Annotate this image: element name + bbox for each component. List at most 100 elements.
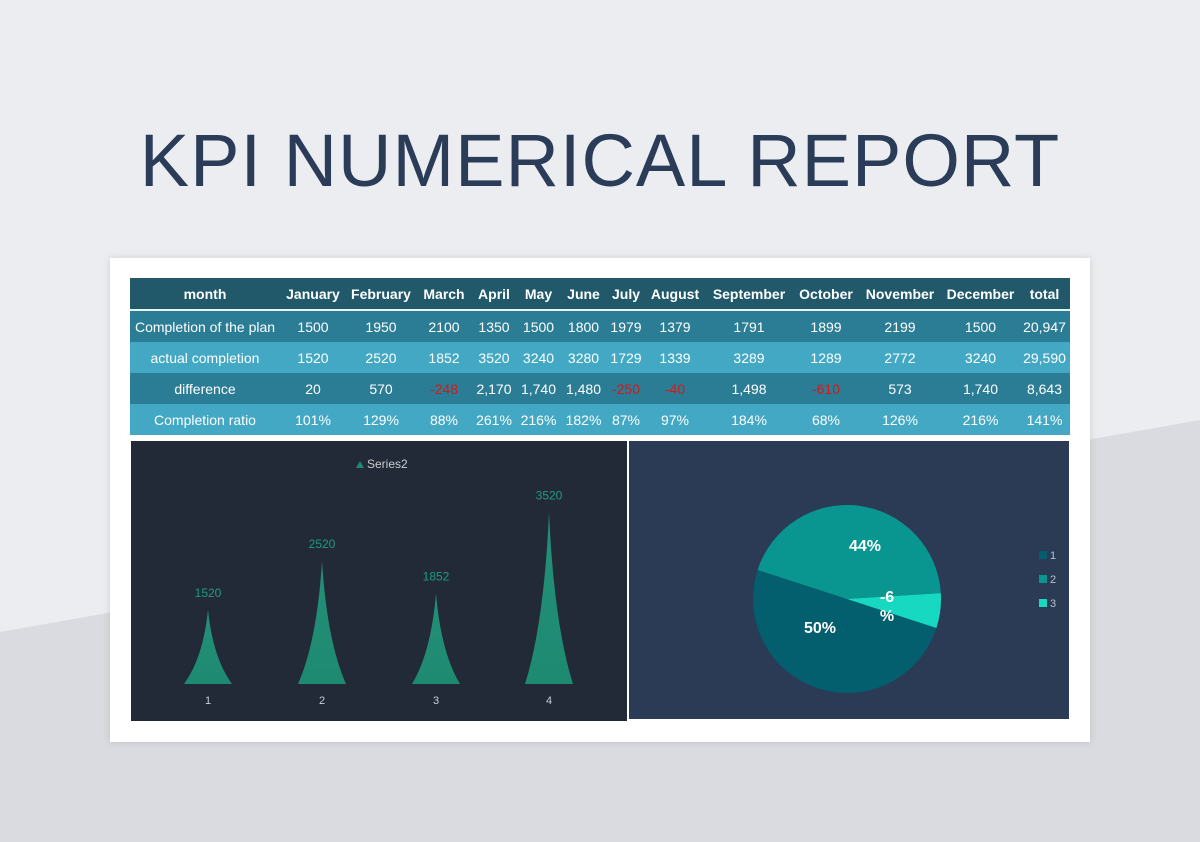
column-header: March — [416, 278, 472, 311]
table-cell: 1899 — [794, 310, 858, 342]
table-cell: 87% — [606, 404, 646, 435]
table-cell: 1500 — [516, 310, 561, 342]
table-row: Completion ratio 101% 129% 88% 261% 216% 182% 8… — [130, 404, 1070, 435]
column-header: month — [130, 278, 280, 311]
column-header: May — [516, 278, 561, 311]
row-label: difference — [130, 373, 280, 404]
pie-legend: 1 2 3 — [1039, 550, 1056, 610]
data-label: 3520 — [536, 488, 563, 502]
pie-slice — [757, 505, 941, 599]
table-cell: 182% — [561, 404, 606, 435]
table-cell: 3289 — [704, 342, 794, 373]
table-cell: 29,590 — [1019, 342, 1070, 373]
table-cell: 1,480 — [561, 373, 606, 404]
table-cell: 2100 — [416, 310, 472, 342]
table-cell: 3240 — [942, 342, 1019, 373]
data-label: 1852 — [423, 570, 450, 584]
table-cell: 126% — [858, 404, 942, 435]
column-header: December — [942, 278, 1019, 311]
bar-chart-panel: Series2 1520 1 2520 2 1852 3 3520 4 — [131, 441, 627, 721]
chart-legend: Series2 — [356, 457, 408, 471]
table-cell: 1339 — [646, 342, 704, 373]
table-cell: 1979 — [606, 310, 646, 342]
column-header: January — [280, 278, 346, 311]
table-cell: 3240 — [516, 342, 561, 373]
table-cell: 1350 — [472, 310, 516, 342]
legend-label: Series2 — [367, 457, 408, 471]
pie-chart-panel: 50% 44% -6% 1 2 3 — [629, 441, 1069, 719]
legend-label: 1 — [1050, 550, 1056, 562]
pie-chart: 50% 44% -6 % 1 2 3 — [753, 505, 1056, 693]
table-cell: 2520 — [346, 342, 416, 373]
table-cell: 1,740 — [942, 373, 1019, 404]
table-cell: 20 — [280, 373, 346, 404]
table-cell: 570 — [346, 373, 416, 404]
row-label: Completion of the plan — [130, 310, 280, 342]
table-cell: 3520 — [472, 342, 516, 373]
table-cell: -250 — [606, 373, 646, 404]
table-cell: 1520 — [280, 342, 346, 373]
x-tick-label: 1 — [205, 695, 211, 707]
table-cell: -248 — [416, 373, 472, 404]
table-cell: 3280 — [561, 342, 606, 373]
data-label: 1520 — [195, 586, 222, 600]
column-header: September — [704, 278, 794, 311]
pie-slice — [847, 593, 941, 629]
table-cell: 97% — [646, 404, 704, 435]
legend-marker — [356, 461, 364, 468]
bar-chart: Series2 1520 1 2520 2 1852 3 3520 4 — [184, 457, 573, 707]
table-cell: 1379 — [646, 310, 704, 342]
table-cell: 1729 — [606, 342, 646, 373]
table-cell: 216% — [942, 404, 1019, 435]
bar-mark — [298, 561, 346, 684]
table-cell: 2772 — [858, 342, 942, 373]
column-header: August — [646, 278, 704, 311]
table-row: actual completion 1520 2520 1852 3520 3240 328… — [130, 342, 1070, 373]
table-cell: 2199 — [858, 310, 942, 342]
data-label: 2520 — [309, 537, 336, 551]
table-cell: 1,740 — [516, 373, 561, 404]
table-cell: 1500 — [280, 310, 346, 342]
slice-label: 50% — [804, 620, 836, 637]
table-header-row: month January February March April May June Jul… — [130, 278, 1070, 311]
table-cell: 261% — [472, 404, 516, 435]
column-header: October — [794, 278, 858, 311]
table-cell: 101% — [280, 404, 346, 435]
slice-label: 44% — [849, 538, 881, 555]
table-cell: 20,947 — [1019, 310, 1070, 342]
table-cell: 129% — [346, 404, 416, 435]
table-cell: 216% — [516, 404, 561, 435]
slice-label: -6% — [880, 589, 894, 625]
legend-label: 2 — [1050, 574, 1056, 586]
table-cell: -610 — [794, 373, 858, 404]
row-label: actual completion — [130, 342, 280, 373]
table-cell: 8,643 — [1019, 373, 1070, 404]
bar-mark — [525, 512, 573, 684]
column-header: November — [858, 278, 942, 311]
bar-mark — [184, 609, 232, 684]
table-cell: 68% — [794, 404, 858, 435]
column-header: February — [346, 278, 416, 311]
column-header: total — [1019, 278, 1070, 311]
legend-swatch — [1039, 599, 1047, 607]
legend-swatch — [1039, 575, 1047, 583]
page-title: KPI NUMERICAL REPORT — [139, 119, 1061, 202]
table-row: difference 20 570 -248 2,170 1,740 1,480 -250 -4… — [130, 373, 1070, 404]
row-label: Completion ratio — [130, 404, 280, 435]
legend-label: 3 — [1050, 598, 1056, 610]
table-cell: 184% — [704, 404, 794, 435]
table-row: Completion of the plan 1500 1950 2100 1350 15… — [130, 310, 1070, 342]
table-cell: 1791 — [704, 310, 794, 342]
table-cell: 1950 — [346, 310, 416, 342]
column-header: June — [561, 278, 606, 311]
column-header: April — [472, 278, 516, 311]
table-cell: 1289 — [794, 342, 858, 373]
x-tick-label: 2 — [319, 695, 325, 707]
table-cell: 2,170 — [472, 373, 516, 404]
table-cell: 1800 — [561, 310, 606, 342]
table-cell: -40 — [646, 373, 704, 404]
bar-mark — [412, 593, 460, 684]
table-cell: 88% — [416, 404, 472, 435]
table-cell: 573 — [858, 373, 942, 404]
table-cell: 141% — [1019, 404, 1070, 435]
